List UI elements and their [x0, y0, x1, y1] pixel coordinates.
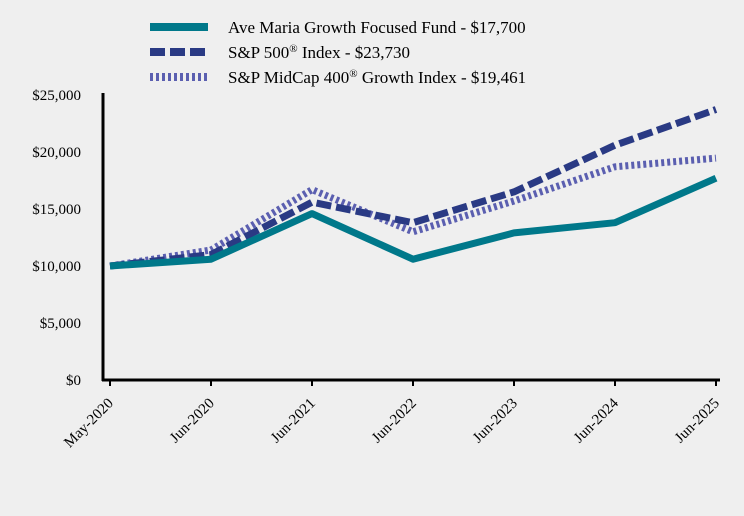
- y-tick-label: $5,000: [40, 316, 81, 332]
- x-tick-label: Jun-2025: [672, 396, 723, 447]
- y-tick-label: $10,000: [32, 259, 81, 275]
- legend-label-midcap: S&P MidCap 400® Growth Index - $19,461: [228, 68, 526, 87]
- series-line-midcap: [109, 154, 717, 270]
- x-tick-label: Jun-2024: [571, 395, 622, 446]
- y-tick-label: $0: [66, 373, 81, 389]
- series-line-fund: [109, 174, 718, 270]
- x-tick-label: Jun-2020: [167, 396, 218, 447]
- chart-legend: Ave Maria Growth Focused Fund - $17,700 …: [150, 18, 526, 87]
- x-tick-label: May-2020: [61, 396, 117, 452]
- y-tick-label: $15,000: [32, 202, 81, 218]
- legend-label-fund: Ave Maria Growth Focused Fund - $17,700: [228, 18, 526, 37]
- x-tick-label: Jun-2021: [268, 396, 319, 447]
- legend-label-sp500: S&P 500® Index - $23,730: [228, 43, 410, 62]
- x-tick-label: Jun-2022: [369, 396, 420, 447]
- y-tick-label: $20,000: [32, 145, 81, 161]
- series-line-sp500: [109, 106, 718, 270]
- chart-series: [109, 106, 718, 270]
- y-tick-label: $25,000: [32, 88, 81, 104]
- x-tick-label: Jun-2023: [470, 396, 521, 447]
